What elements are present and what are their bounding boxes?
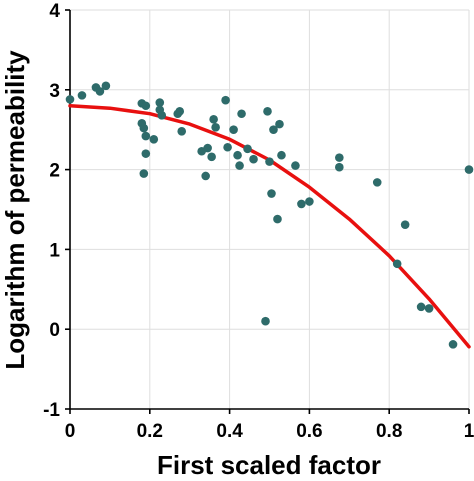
data-point xyxy=(221,95,230,105)
data-point xyxy=(249,154,258,164)
data-point xyxy=(209,115,218,124)
x-tick-label: 0.6 xyxy=(296,421,322,442)
y-tick-label: 0 xyxy=(49,320,60,341)
data-point xyxy=(211,123,220,132)
fit-curve xyxy=(68,104,471,349)
data-point xyxy=(297,199,306,209)
data-point xyxy=(157,111,167,120)
data-point xyxy=(265,157,274,166)
data-point xyxy=(235,161,244,170)
y-tick-label: 3 xyxy=(49,81,60,102)
data-point xyxy=(267,189,276,198)
data-point xyxy=(95,87,105,96)
data-point xyxy=(416,302,426,312)
x-tick-label: 1 xyxy=(464,421,474,442)
data-point xyxy=(291,161,300,170)
data-point xyxy=(269,125,278,134)
data-point xyxy=(101,81,111,91)
data-point xyxy=(233,150,242,160)
data-point xyxy=(237,109,246,119)
data-point xyxy=(400,220,410,229)
y-tick-label: 1 xyxy=(49,240,60,261)
data-point xyxy=(305,197,314,206)
data-point xyxy=(149,134,159,144)
data-point xyxy=(273,214,282,224)
data-point xyxy=(155,98,165,107)
data-point xyxy=(177,126,187,136)
data-point xyxy=(335,153,344,162)
data-point xyxy=(175,107,185,116)
data-point xyxy=(229,125,238,134)
x-tick-label: 0.2 xyxy=(137,421,163,442)
data-point xyxy=(335,162,344,172)
data-point xyxy=(392,259,402,269)
x-tick-label: 0 xyxy=(65,421,76,442)
data-points xyxy=(65,81,474,349)
data-point xyxy=(448,340,458,349)
data-point xyxy=(141,131,151,141)
data-point xyxy=(243,144,252,154)
fit-curve-layer xyxy=(68,104,471,349)
data-point xyxy=(65,95,75,104)
grid xyxy=(70,9,470,409)
data-point xyxy=(275,119,284,129)
y-tick-label: -1 xyxy=(43,400,60,421)
data-point xyxy=(139,123,149,133)
y-axis-title: Logarithm of permeability xyxy=(0,50,30,370)
y-tick-label: 4 xyxy=(49,1,60,22)
data-point xyxy=(141,149,151,158)
data-point xyxy=(424,304,434,313)
data-point xyxy=(207,152,216,162)
data-point xyxy=(141,101,151,111)
data-point xyxy=(372,178,382,187)
data-point xyxy=(261,316,270,326)
x-tick-label: 0.4 xyxy=(216,421,243,442)
x-axis-title: First scaled factor xyxy=(157,450,381,480)
axes xyxy=(65,9,470,414)
data-point xyxy=(263,107,272,116)
x-tick-label: 0.8 xyxy=(376,421,402,442)
data-point xyxy=(77,91,87,100)
y-tick-label: 2 xyxy=(49,161,60,182)
data-point xyxy=(277,150,286,160)
data-point xyxy=(223,142,232,152)
data-point xyxy=(203,143,212,153)
data-point xyxy=(464,165,474,174)
data-point xyxy=(139,169,149,178)
data-point xyxy=(201,171,210,181)
